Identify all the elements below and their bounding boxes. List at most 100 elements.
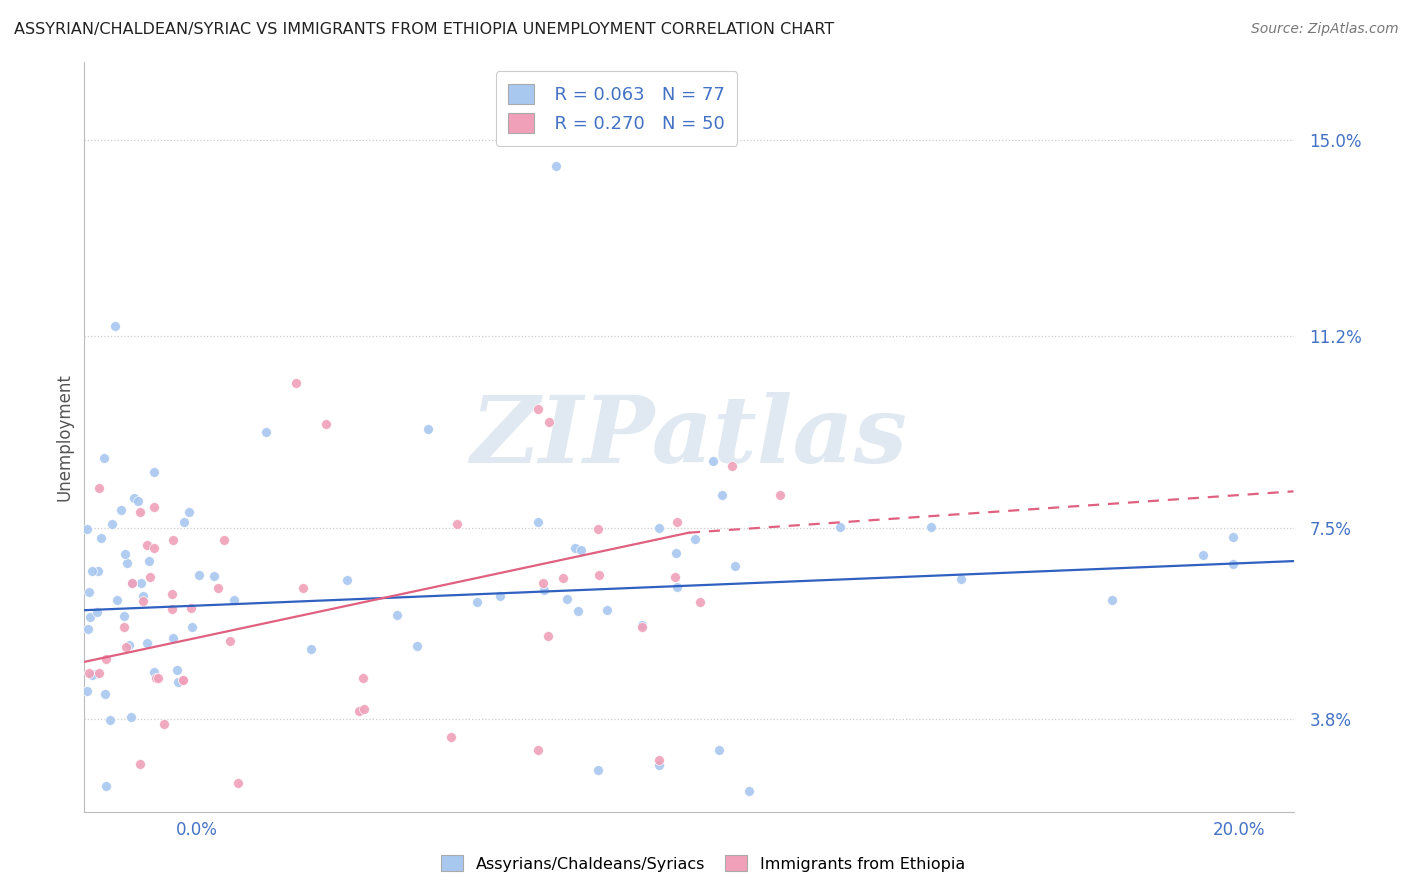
Point xyxy=(588,764,610,778)
Point xyxy=(1222,530,1244,544)
Point xyxy=(212,533,235,547)
Point xyxy=(596,603,619,617)
Point xyxy=(446,517,468,532)
Point xyxy=(181,620,204,634)
Point xyxy=(80,668,103,682)
Point xyxy=(128,756,150,771)
Legend:   R = 0.063   N = 77,   R = 0.270   N = 50: R = 0.063 N = 77, R = 0.270 N = 50 xyxy=(496,71,737,145)
Point xyxy=(315,417,337,432)
Point xyxy=(122,491,145,506)
Point xyxy=(631,617,654,632)
Point xyxy=(79,610,101,624)
Text: ZIPatlas: ZIPatlas xyxy=(471,392,907,482)
Point xyxy=(769,487,792,501)
Point xyxy=(143,665,166,679)
Point xyxy=(110,502,132,516)
Point xyxy=(1192,548,1215,562)
Point xyxy=(131,590,153,604)
Point xyxy=(664,570,686,584)
Point xyxy=(93,450,115,465)
Point xyxy=(527,742,550,756)
Point xyxy=(207,581,229,595)
Point xyxy=(136,636,159,650)
Point xyxy=(467,594,489,608)
Point xyxy=(950,572,973,586)
Point xyxy=(299,642,322,657)
Point xyxy=(555,592,578,607)
Point xyxy=(87,564,110,578)
Point xyxy=(120,709,142,723)
Point xyxy=(1101,592,1123,607)
Point xyxy=(738,784,761,798)
Point xyxy=(80,564,103,578)
Point xyxy=(89,481,111,495)
Point xyxy=(920,520,942,534)
Point xyxy=(142,500,165,514)
Point xyxy=(152,717,174,731)
Point xyxy=(86,605,108,619)
Point xyxy=(90,531,112,545)
Point xyxy=(139,569,162,583)
Point xyxy=(648,758,671,772)
Point xyxy=(127,493,149,508)
Point xyxy=(537,629,560,643)
Point xyxy=(115,556,138,570)
Point xyxy=(160,601,183,615)
Text: ASSYRIAN/CHALDEAN/SYRIAC VS IMMIGRANTS FROM ETHIOPIA UNEMPLOYMENT CORRELATION CH: ASSYRIAN/CHALDEAN/SYRIAC VS IMMIGRANTS F… xyxy=(14,22,834,37)
Point xyxy=(128,505,150,519)
Point xyxy=(567,604,589,618)
Point xyxy=(588,567,610,582)
Point xyxy=(77,585,100,599)
Point xyxy=(586,522,609,536)
Point xyxy=(173,515,195,529)
Point xyxy=(162,533,184,548)
Point xyxy=(162,632,184,646)
Point xyxy=(569,542,592,557)
Point xyxy=(112,620,135,634)
Point xyxy=(353,702,375,716)
Point xyxy=(648,520,671,534)
Point xyxy=(385,607,408,622)
Point xyxy=(648,753,671,767)
Point xyxy=(77,665,100,680)
Point xyxy=(76,522,98,536)
Point xyxy=(132,594,155,608)
Point xyxy=(100,713,122,727)
Point xyxy=(145,671,167,685)
Point xyxy=(531,576,554,591)
Point xyxy=(689,595,711,609)
Point xyxy=(104,318,127,333)
Point xyxy=(544,159,567,173)
Point xyxy=(93,687,115,701)
Point xyxy=(218,634,240,648)
Point xyxy=(121,575,143,590)
Point xyxy=(118,638,141,652)
Point xyxy=(180,600,202,615)
Point xyxy=(121,576,143,591)
Point xyxy=(551,571,574,585)
Point xyxy=(202,568,225,582)
Point xyxy=(285,376,308,390)
Point xyxy=(352,672,374,686)
Point xyxy=(533,583,555,598)
Point xyxy=(256,425,278,439)
Point xyxy=(702,453,724,467)
Point xyxy=(222,592,245,607)
Y-axis label: Unemployment: Unemployment xyxy=(55,373,73,501)
Point xyxy=(527,516,550,530)
Text: Source: ZipAtlas.com: Source: ZipAtlas.com xyxy=(1251,22,1399,37)
Point xyxy=(188,568,211,582)
Point xyxy=(537,416,560,430)
Point xyxy=(83,667,105,681)
Point xyxy=(166,674,188,689)
Point xyxy=(830,520,852,534)
Text: 20.0%: 20.0% xyxy=(1213,821,1265,838)
Point xyxy=(724,558,747,573)
Point xyxy=(129,576,152,591)
Point xyxy=(440,730,463,744)
Point xyxy=(336,573,359,587)
Point xyxy=(630,619,652,633)
Point xyxy=(135,539,157,553)
Point xyxy=(177,505,200,519)
Point xyxy=(406,640,429,654)
